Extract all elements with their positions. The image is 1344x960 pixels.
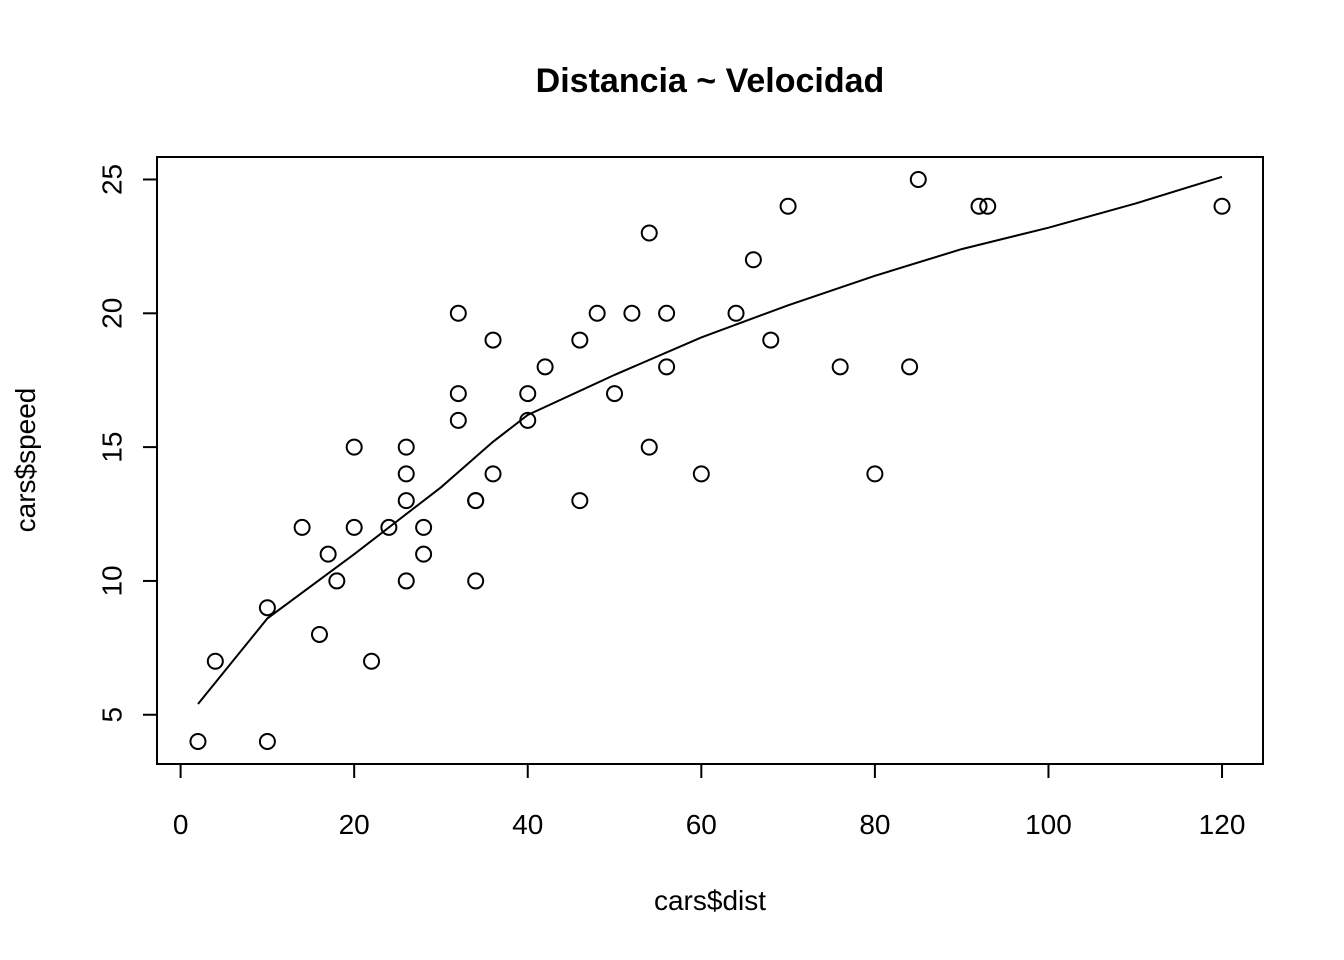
x-tick-label: 40	[512, 809, 543, 840]
data-point	[189, 733, 207, 751]
x-axis-label: cars$dist	[654, 885, 766, 916]
y-tick-label: 20	[97, 298, 128, 329]
data-point	[484, 331, 502, 349]
data-point	[328, 572, 346, 590]
data-point	[415, 518, 433, 536]
smoothed-trend-line	[197, 175, 1223, 705]
data-point	[970, 197, 988, 215]
data-point	[206, 652, 224, 670]
data-point	[727, 304, 745, 322]
data-point	[467, 492, 485, 510]
data-point	[744, 251, 762, 269]
data-point	[415, 545, 433, 563]
data-point	[979, 197, 997, 215]
chart-title: Distancia ~ Velocidad	[536, 62, 885, 100]
data-point	[397, 465, 415, 483]
data-point	[571, 331, 589, 349]
y-tick-label: 15	[97, 432, 128, 463]
y-tick-label: 5	[97, 707, 128, 723]
data-point	[258, 733, 276, 751]
data-point	[449, 411, 467, 429]
x-axis: 0 20 40 60 80 100 120	[173, 763, 1246, 840]
y-tick-label: 25	[97, 164, 128, 195]
data-point	[606, 385, 624, 403]
data-point	[692, 465, 710, 483]
plot-frame	[156, 156, 1264, 765]
data-point	[258, 599, 276, 617]
data-point	[779, 197, 797, 215]
data-point	[363, 652, 381, 670]
data-point	[658, 304, 676, 322]
data-point	[571, 492, 589, 510]
data-point	[640, 438, 658, 456]
data-point	[397, 492, 415, 510]
data-point	[588, 304, 606, 322]
y-axis: 5 10 15 20 25	[97, 164, 158, 723]
x-tick-label: 80	[859, 809, 890, 840]
data-point	[319, 545, 337, 563]
data-point	[623, 304, 641, 322]
x-tick-label: 60	[686, 809, 717, 840]
data-point	[901, 358, 919, 376]
data-point	[449, 385, 467, 403]
data-point	[345, 438, 363, 456]
data-point	[536, 358, 554, 376]
y-tick-label: 10	[97, 565, 128, 596]
data-point	[397, 438, 415, 456]
data-point	[519, 385, 537, 403]
data-point	[345, 518, 363, 536]
y-axis-label: cars$speed	[10, 388, 41, 533]
scatter-series	[189, 170, 1231, 751]
x-tick-label: 100	[1025, 809, 1072, 840]
data-point	[640, 224, 658, 242]
data-point	[310, 625, 328, 643]
x-tick-label: 20	[339, 809, 370, 840]
data-point	[831, 358, 849, 376]
data-point	[909, 170, 927, 188]
data-point	[658, 358, 676, 376]
data-point	[293, 518, 311, 536]
data-point	[866, 465, 884, 483]
x-tick-label: 120	[1199, 809, 1246, 840]
data-point	[484, 465, 502, 483]
data-point	[1213, 197, 1231, 215]
data-point	[762, 331, 780, 349]
x-tick-label: 0	[173, 809, 189, 840]
data-point	[380, 518, 398, 536]
data-point	[467, 572, 485, 590]
data-point	[397, 572, 415, 590]
data-point	[449, 304, 467, 322]
